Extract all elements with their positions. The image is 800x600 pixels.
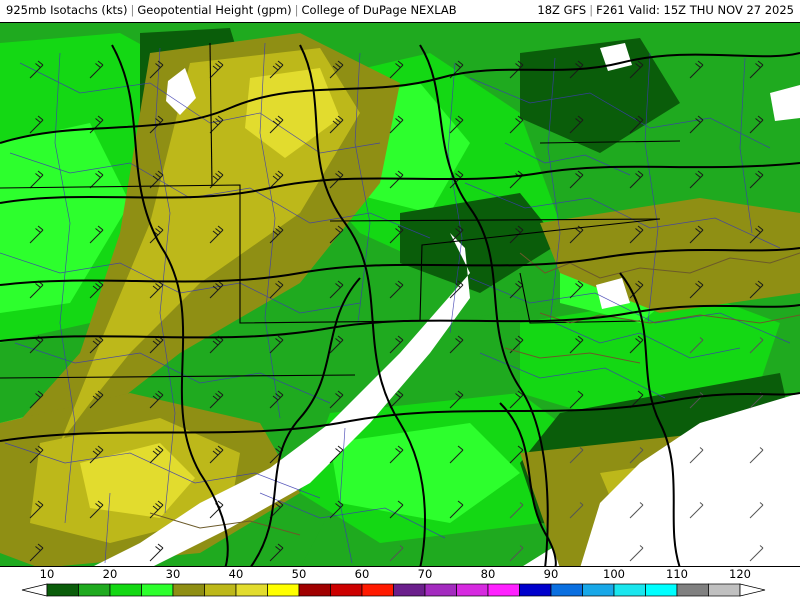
colorbar-segment-5 [46, 583, 79, 597]
header-right-title: 18Z GFS | F261 Valid: 15Z THU NOV 27 2025 [537, 3, 794, 17]
isotach-band-20 [0, 123, 130, 313]
under-threshold-small3 [596, 278, 630, 309]
colorbar-segment-110 [708, 583, 741, 597]
colorbar-swatches [21, 583, 766, 597]
colorbar-segment-55 [361, 583, 394, 597]
header-separator-3: | [589, 3, 594, 17]
colorbar-under-arrow [21, 583, 48, 597]
county-road-network [0, 42, 791, 564]
header-model-run: 18Z GFS [537, 3, 587, 17]
colorbar-segment-80 [519, 583, 552, 597]
colorbar-segment-25 [172, 583, 205, 597]
under-threshold-ocean [580, 393, 800, 566]
colorbar-tick-90: 90 [543, 567, 559, 581]
colorbar-segment-75 [487, 583, 520, 597]
colorbar-tick-30: 30 [165, 567, 181, 581]
colorbar-tick-110: 110 [666, 567, 688, 581]
under-threshold-small2 [600, 43, 632, 71]
colorbar-tick-80: 80 [480, 567, 496, 581]
colorbar-segment-50 [330, 583, 363, 597]
colorbar-segment-65 [424, 583, 457, 597]
isotach-band-05d [400, 193, 560, 293]
isotach-map-svg [0, 23, 800, 566]
colorbar-tick-120: 120 [729, 567, 751, 581]
under-threshold-small5 [770, 85, 800, 121]
colorbar-segment-20 [141, 583, 174, 597]
colorbar-segment-85 [550, 583, 583, 597]
isotach-band-20d [330, 423, 520, 523]
colorbar-over-arrow [739, 583, 766, 597]
header-valid-time: Valid: 15Z THU NOV 27 2025 [628, 3, 794, 17]
map-canvas[interactable] [0, 22, 800, 567]
colorbar-segment-95 [613, 583, 646, 597]
under-threshold-small4 [735, 463, 800, 503]
colorbar-segment-10 [78, 583, 111, 597]
colorbar-segment-15 [109, 583, 142, 597]
colorbar-segment-35 [235, 583, 268, 597]
colorbar-tick-20: 20 [102, 567, 118, 581]
header-field-heights: Geopotential Height (gpm) [137, 3, 292, 17]
colorbar-segment-105 [676, 583, 709, 597]
height-contours [0, 44, 800, 566]
colorbar-tick-70: 70 [417, 567, 433, 581]
colorbar-segment-30 [204, 583, 237, 597]
colorbar-tick-40: 40 [228, 567, 244, 581]
colorbar-segment-100 [645, 583, 678, 597]
colorbar-tick-10: 10 [39, 567, 55, 581]
colorbar-tick-100: 100 [603, 567, 625, 581]
colorbar-segment-40 [267, 583, 300, 597]
colorbar-tick-labels: 10 20 30 40 50 60 70 80 90 100 110 120 [0, 567, 800, 582]
header-field-isotachs: 925mb Isotachs (kts) [6, 3, 128, 17]
under-threshold-small1 [166, 68, 196, 115]
header-separator-2: | [294, 3, 299, 17]
colorbar-segment-70 [456, 583, 489, 597]
header-left-title: 925mb Isotachs (kts) | Geopotential Height… [6, 3, 457, 17]
colorbar-segment-45 [298, 583, 331, 597]
colorbar-tick-60: 60 [354, 567, 370, 581]
header-forecast-hour: F261 [596, 3, 625, 17]
map-header: 925mb Isotachs (kts) | Geopotential Height… [0, 0, 800, 22]
header-source: College of DuPage NEXLAB [301, 3, 457, 17]
colorbar-tick-50: 50 [291, 567, 307, 581]
colorbar-segment-60 [393, 583, 426, 597]
header-separator-1: | [130, 3, 135, 17]
colorbar: 10 20 30 40 50 60 70 80 90 100 110 120 [0, 567, 800, 600]
colorbar-segment-90 [582, 583, 615, 597]
